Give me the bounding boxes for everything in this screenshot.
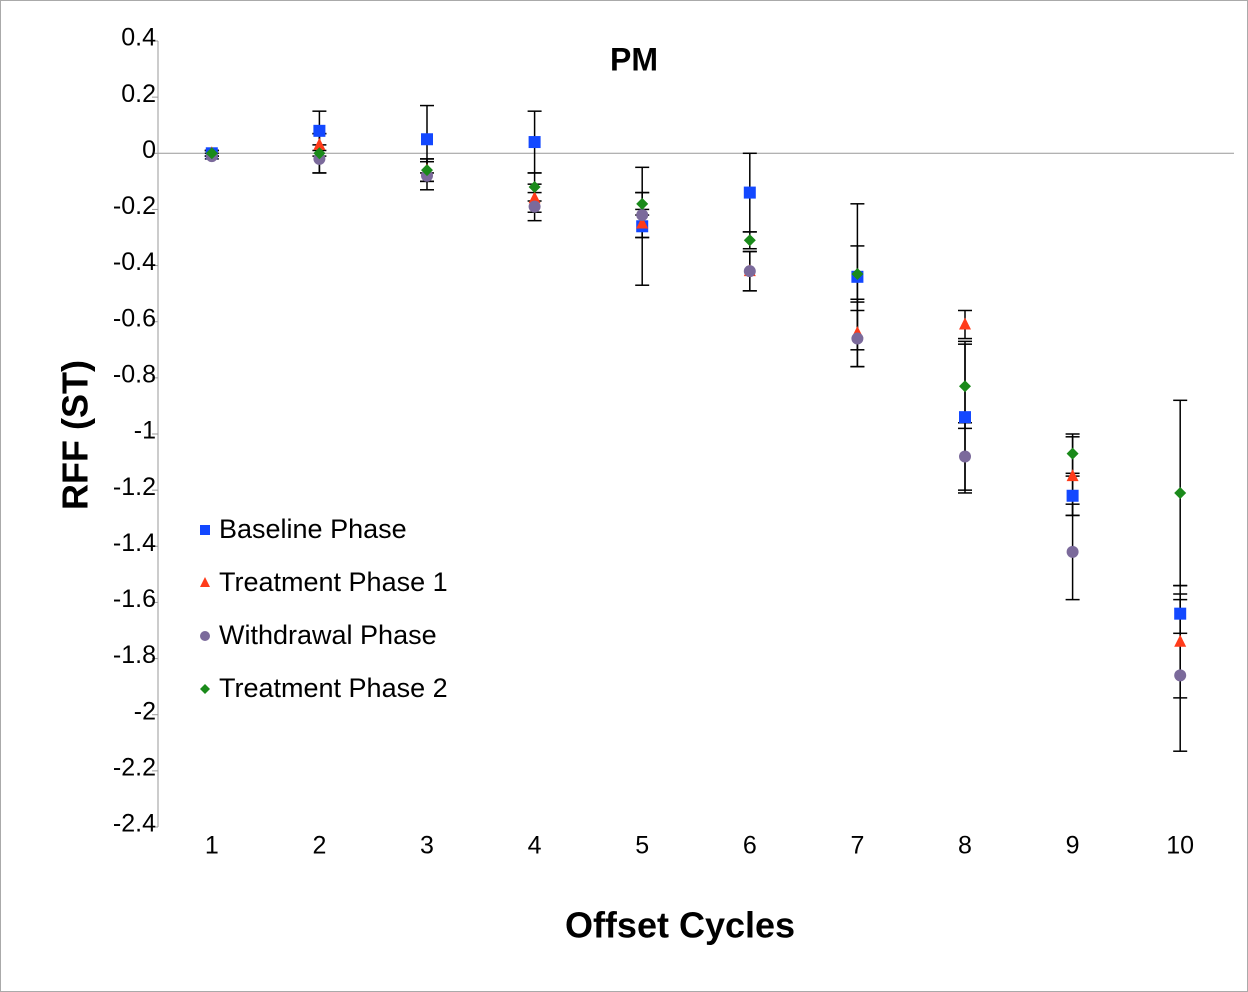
chart-title: PM: [610, 41, 658, 77]
x-tick-label: 6: [743, 832, 757, 860]
marker: [528, 200, 541, 213]
marker: [959, 380, 971, 393]
y-tick-label: -0.4: [113, 248, 156, 276]
x-tick-label: 3: [420, 832, 434, 860]
marker: [636, 209, 649, 222]
y-tick-label: -0.8: [113, 360, 156, 388]
marker: [528, 191, 541, 204]
marker: [743, 234, 756, 247]
y-tick-label: -0.6: [113, 304, 156, 332]
legend-label: Treatment Phase 1: [219, 567, 448, 597]
marker: [1174, 669, 1187, 682]
y-tick-label: 0: [142, 136, 156, 164]
x-tick-label: 5: [635, 832, 649, 860]
marker: [959, 450, 971, 463]
marker: [636, 216, 649, 229]
marker: [743, 265, 756, 278]
marker: [528, 136, 541, 149]
marker: [313, 137, 326, 150]
legend-marker: [200, 684, 210, 694]
marker: [1174, 634, 1187, 647]
y-tick-label: 0.4: [121, 24, 156, 52]
marker: [1174, 486, 1187, 499]
x-tick-label: 8: [958, 832, 972, 860]
marker: [528, 180, 541, 193]
x-tick-label: 7: [850, 832, 864, 860]
y-tick-label: -1: [134, 417, 156, 445]
marker: [851, 332, 864, 345]
x-axis-label: Offset Cycles: [565, 905, 795, 946]
marker: [1174, 607, 1187, 620]
legend-label: Withdrawal Phase: [219, 620, 437, 650]
y-axis-label: RFF (ST): [55, 360, 96, 510]
marker: [743, 186, 756, 199]
legend-marker: [200, 577, 210, 587]
x-tick-label: 9: [1066, 832, 1080, 860]
y-tick-label: -2.4: [113, 810, 156, 838]
y-tick-label: 0.2: [121, 80, 156, 108]
y-tick-label: -1.4: [113, 529, 156, 557]
x-tick-label: 10: [1166, 832, 1194, 860]
marker: [959, 411, 971, 424]
marker: [1066, 489, 1079, 502]
y-tick-label: -0.2: [113, 192, 156, 220]
marker: [313, 147, 326, 160]
x-tick-label: 1: [205, 832, 219, 860]
marker: [851, 267, 864, 280]
x-tick-label: 4: [528, 832, 542, 860]
y-tick-label: -1.8: [113, 641, 156, 669]
marker: [1066, 545, 1079, 558]
marker: [959, 317, 971, 330]
x-tick-label: 2: [312, 832, 326, 860]
marker: [313, 124, 326, 137]
legend-marker: [200, 631, 210, 641]
marker: [1066, 447, 1079, 460]
y-tick-label: -1.2: [113, 473, 156, 501]
y-tick-label: -2: [134, 697, 156, 725]
marker: [421, 164, 433, 177]
legend-marker: [200, 525, 210, 535]
marker: [205, 147, 218, 160]
legend-label: Treatment Phase 2: [219, 673, 448, 703]
marker: [1066, 469, 1079, 482]
marker: [421, 133, 433, 146]
y-tick-label: -2.2: [113, 753, 156, 781]
legend-label: Baseline Phase: [219, 514, 407, 544]
y-tick-label: -1.6: [113, 585, 156, 613]
marker: [636, 197, 649, 210]
